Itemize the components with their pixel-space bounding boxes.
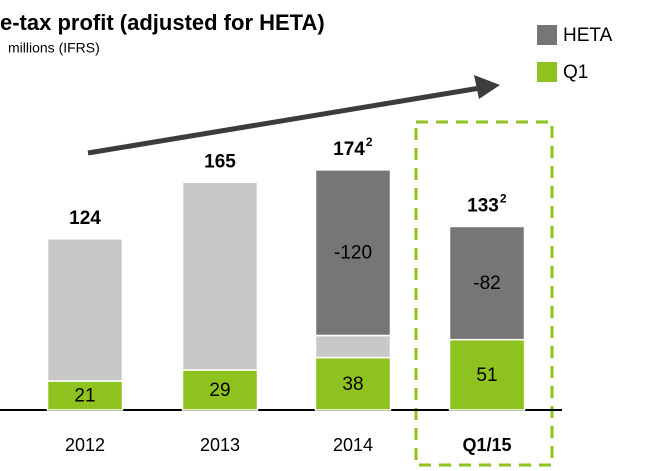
trend-arrow — [87, 85, 481, 156]
legend-label: HETA — [563, 25, 613, 46]
footnote-marker: 2 — [500, 192, 507, 206]
legend-swatch — [537, 62, 557, 82]
bar-segment — [181, 181, 259, 371]
bar-segment — [314, 334, 392, 359]
chart-title: e-tax profit (adjusted for HETA) — [0, 10, 325, 35]
bar-segment — [46, 380, 124, 411]
bar-segment — [448, 225, 526, 341]
segment-label: -120 — [334, 243, 372, 264]
x-tick-label: 2013 — [200, 435, 240, 455]
x-tick-label: 2012 — [65, 435, 105, 455]
x-tick-label: Q1/15 — [462, 435, 511, 455]
total-label: 124 — [69, 208, 101, 229]
bar-segment — [181, 369, 259, 411]
segment-label: 29 — [209, 380, 230, 401]
segment-label: 51 — [476, 365, 497, 386]
legend-label: Q1 — [563, 62, 588, 83]
segment-label: 21 — [74, 386, 95, 407]
bar-segment — [314, 169, 392, 337]
legend-swatch — [537, 25, 557, 45]
chart-subtitle: millions (IFRS) — [8, 40, 100, 56]
x-tick-label: 2014 — [333, 435, 373, 455]
footnote-marker: 2 — [366, 135, 373, 149]
total-label: 165 — [204, 151, 236, 172]
trend-arrow-head — [474, 75, 500, 99]
bar-segment — [314, 356, 392, 411]
total-label: 174 — [333, 139, 365, 160]
total-label: 133 — [467, 195, 499, 216]
segment-label: -82 — [473, 273, 500, 294]
segment-label: 38 — [342, 374, 363, 395]
bar-segment — [46, 238, 124, 382]
highlight-box — [414, 120, 554, 467]
